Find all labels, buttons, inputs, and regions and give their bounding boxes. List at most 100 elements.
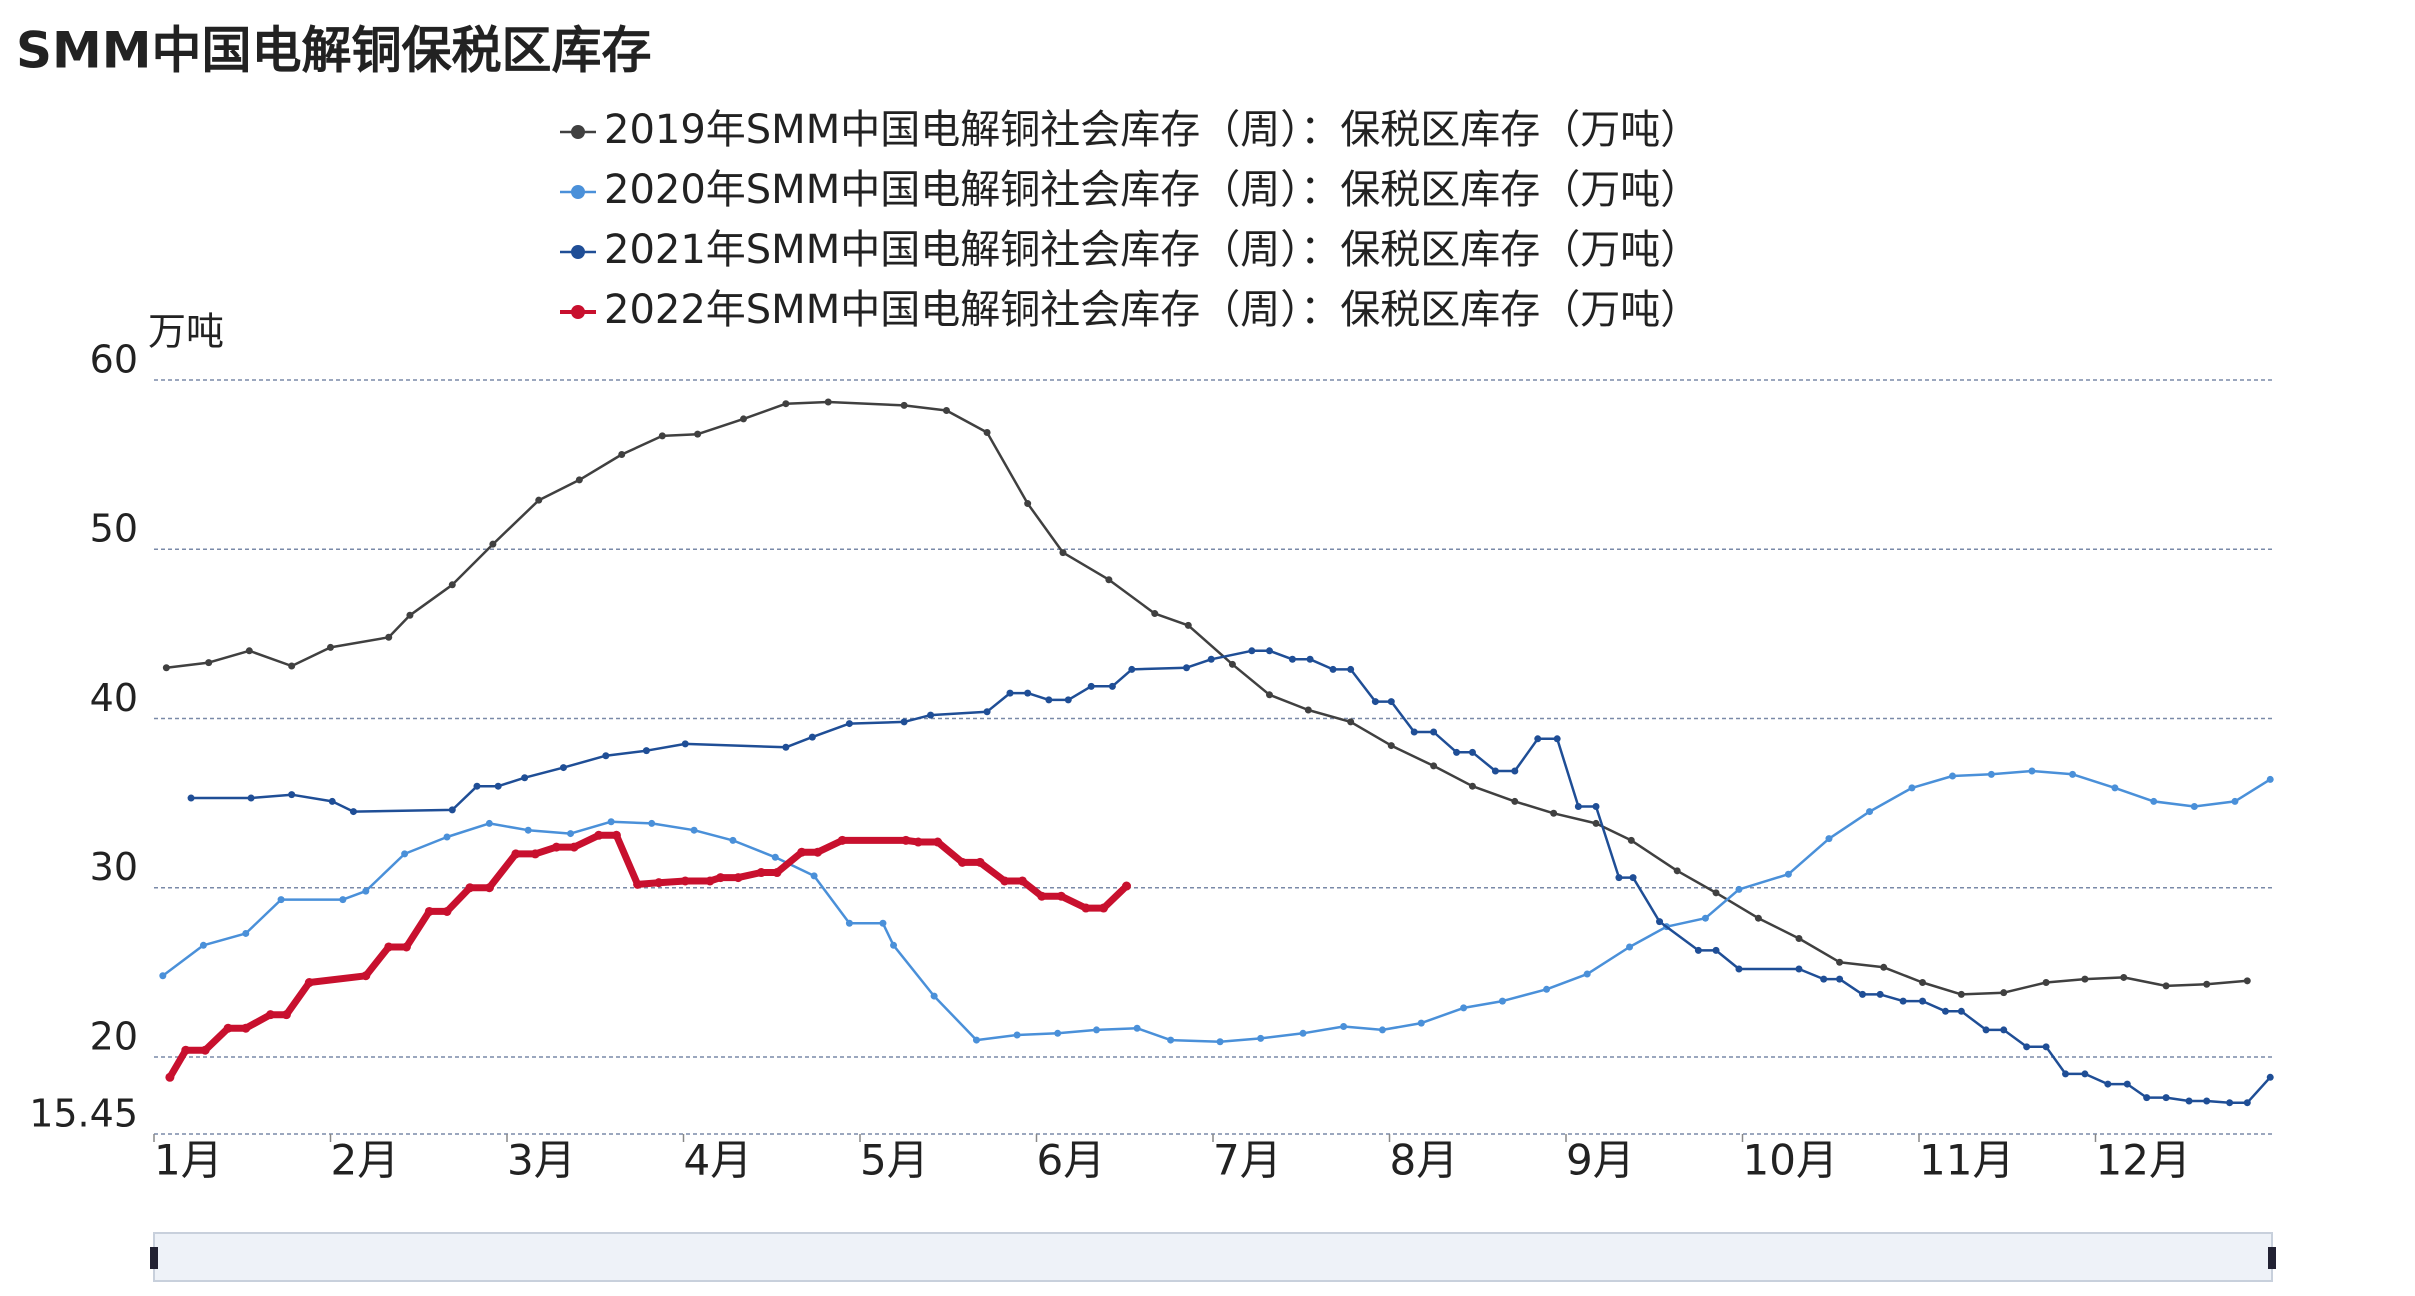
data-point <box>187 794 195 802</box>
data-point <box>618 450 626 458</box>
data-point <box>2081 975 2089 983</box>
slider-handle[interactable] <box>2268 1247 2276 1269</box>
data-point <box>927 711 935 719</box>
data-point <box>1820 975 1828 983</box>
data-point <box>241 1023 251 1033</box>
data-point <box>1387 698 1395 706</box>
data-point <box>2000 1026 2008 1034</box>
data-point <box>2120 973 2128 981</box>
data-point <box>1694 946 1702 954</box>
legend-marker <box>571 125 585 139</box>
data-point <box>2111 784 2119 792</box>
data-point <box>1093 1026 1101 1034</box>
data-point <box>1257 1034 1265 1042</box>
data-point <box>2243 1099 2251 1107</box>
data-point <box>281 1010 291 1020</box>
data-point <box>1919 997 1927 1005</box>
data-point <box>1183 664 1191 672</box>
x-tick-label: 2月 <box>331 1136 400 1185</box>
data-point <box>942 406 950 414</box>
data-point <box>2081 1070 2089 1078</box>
data-point <box>1701 914 1709 922</box>
data-point <box>1941 1007 1949 1015</box>
data-point <box>1836 975 1844 983</box>
data-point <box>1306 655 1314 663</box>
data-point <box>782 743 790 751</box>
data-point <box>2123 1080 2131 1088</box>
data-point <box>1859 990 1867 998</box>
data-point <box>782 400 790 408</box>
data-point <box>247 794 255 802</box>
legend-marker <box>571 245 585 259</box>
data-point <box>406 611 414 619</box>
data-point <box>1105 576 1113 584</box>
data-point <box>288 791 296 799</box>
zoom-slider[interactable] <box>153 1232 2273 1282</box>
data-point <box>705 876 715 886</box>
legend-label: 2019年SMM中国电解铜社会库存（周）：保税区库存（万吨） <box>604 107 1700 153</box>
data-point <box>1949 772 1957 780</box>
data-point <box>972 1036 980 1044</box>
data-point <box>1712 889 1720 897</box>
x-tick-label: 11月 <box>1919 1136 2014 1185</box>
data-point <box>328 797 336 805</box>
data-point <box>1880 963 1888 971</box>
data-point <box>442 906 452 916</box>
data-point <box>288 662 296 670</box>
data-point <box>602 752 610 760</box>
data-point <box>304 978 314 988</box>
data-point <box>401 850 409 858</box>
data-point <box>1024 689 1032 697</box>
data-point <box>729 836 737 844</box>
data-point <box>1108 682 1116 690</box>
data-point <box>733 873 743 883</box>
data-point <box>165 1072 175 1082</box>
data-point <box>1735 965 1743 973</box>
data-point <box>2028 767 2036 775</box>
data-point <box>200 1045 210 1055</box>
data-point <box>2042 1043 2050 1051</box>
data-point <box>159 972 167 980</box>
x-tick-label: 8月 <box>1390 1136 1459 1185</box>
data-point <box>535 496 543 504</box>
data-point <box>658 432 666 440</box>
data-point <box>2061 1070 2069 1078</box>
data-point <box>1656 918 1664 926</box>
series-line <box>191 649 2272 1104</box>
data-point <box>2143 1094 2151 1102</box>
y-tick-label: 40 <box>90 676 138 720</box>
data-point <box>716 873 726 883</box>
data-point <box>1430 728 1438 736</box>
data-point <box>845 919 853 927</box>
y-tick-label: 20 <box>90 1014 138 1058</box>
data-point <box>1592 803 1600 811</box>
data-point <box>1216 1038 1224 1046</box>
data-point <box>771 853 779 861</box>
data-point <box>1037 891 1047 901</box>
data-point <box>824 398 832 406</box>
data-point <box>2266 1073 2274 1081</box>
data-point <box>1866 808 1874 816</box>
data-point <box>1615 874 1623 882</box>
data-point <box>1453 748 1461 756</box>
data-point <box>1491 767 1499 775</box>
slider-handle[interactable] <box>150 1247 158 1269</box>
data-point <box>1626 943 1634 951</box>
data-point <box>900 718 908 726</box>
data-point <box>162 664 170 672</box>
data-point <box>772 868 782 878</box>
data-point <box>265 1010 275 1020</box>
data-point <box>1982 1026 1990 1034</box>
data-point <box>199 941 207 949</box>
legend-marker <box>571 185 585 199</box>
data-point <box>1133 1024 1141 1032</box>
data-point <box>1024 500 1032 508</box>
x-tick-label: 3月 <box>507 1136 576 1185</box>
data-point <box>1919 979 1927 987</box>
data-point <box>1122 881 1132 891</box>
y-axis-unit: 万吨 <box>148 310 224 354</box>
data-point <box>2042 979 2050 987</box>
data-point <box>983 428 991 436</box>
data-point <box>1000 876 1010 886</box>
data-point <box>1498 997 1506 1005</box>
